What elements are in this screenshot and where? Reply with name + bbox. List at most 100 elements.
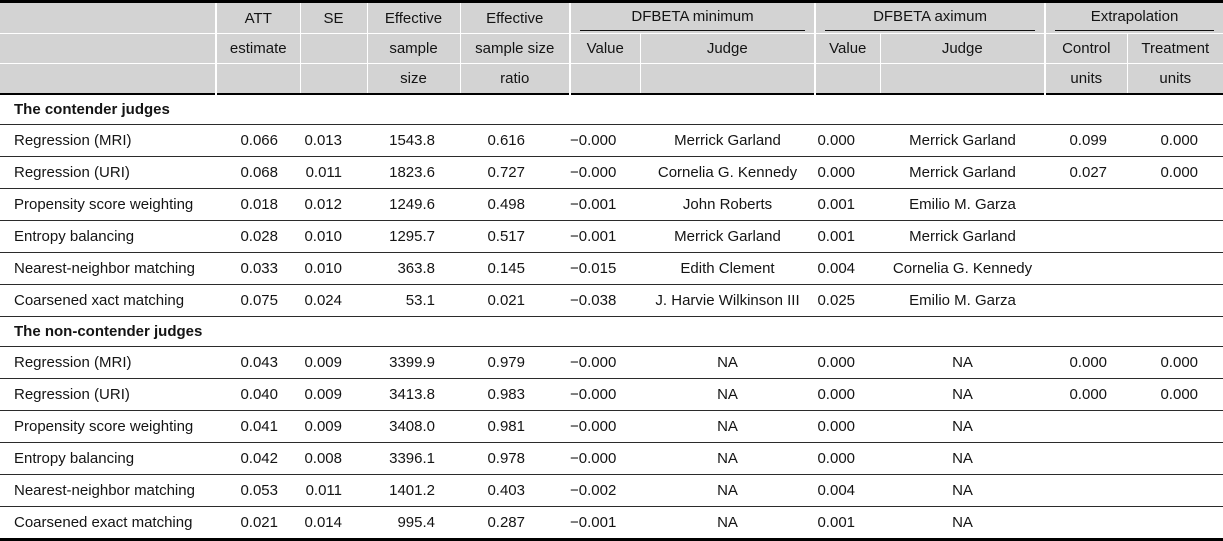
effective-sample-size-cell: 1823.6 — [367, 156, 460, 189]
se-cell: 0.014 — [300, 506, 367, 540]
ratio-header: ratio — [460, 63, 571, 95]
dfbeta-max-value-cell: 0.000 — [815, 346, 881, 379]
dfbeta-max-judge-header: Judge — [880, 33, 1046, 64]
effective-sample-size-ratio-cell: 0.978 — [460, 442, 570, 475]
dfbeta-max-value-cell: 0.000 — [815, 378, 881, 411]
se-cell: 0.009 — [300, 410, 367, 443]
row-label-cell: Nearest-neighbor matching — [0, 474, 216, 507]
extrapolation-treatment-cell — [1127, 220, 1223, 253]
se-cell: 0.011 — [300, 474, 367, 507]
corner-cell — [0, 1, 217, 34]
extrapolation-control-cell — [1045, 252, 1128, 285]
section-row: The contender judges — [0, 93, 1223, 125]
effective-sample-size-ratio-cell: 0.021 — [460, 284, 570, 317]
effective-sample-size-cell: 1295.7 — [367, 220, 460, 253]
dfbeta-min-judge-cell: NA — [640, 442, 816, 475]
table-row: Entropy balancing 0.042 0.008 3396.1 0.978 −0… — [0, 442, 1223, 475]
se-cell: 0.009 — [300, 378, 367, 411]
dfbeta-max-judge-cell: NA — [880, 442, 1046, 475]
dfbeta-min-judge-cell: NA — [640, 410, 816, 443]
sample-header: sample — [367, 33, 461, 64]
empty-header-cell — [569, 63, 641, 95]
att-estimate-cell: 0.041 — [216, 410, 300, 443]
effective-sample-size-cell: 3399.9 — [367, 346, 460, 379]
empty-header-cell — [215, 63, 301, 95]
dfbeta-max-judge-cell: NA — [880, 474, 1046, 507]
dfbeta-max-value-cell: 0.001 — [815, 506, 881, 540]
att-estimate-cell: 0.028 — [216, 220, 300, 253]
dfbeta-min-value-cell: −0.015 — [570, 252, 640, 285]
dfbeta-min-value-header: Value — [569, 33, 641, 64]
section-row: The non-contender judges — [0, 316, 1223, 347]
effective-sample-size-ratio-header: Effective — [460, 1, 571, 34]
extrapolation-control-cell — [1045, 506, 1128, 540]
dfbeta-min-value-cell: −0.000 — [570, 156, 640, 189]
table-body: The contender judges Regression (MRI) 0.06… — [0, 93, 1223, 540]
extrapolation-control-cell: 0.027 — [1045, 156, 1128, 189]
control-units-header: units — [1044, 63, 1128, 95]
extrapolation-treatment-cell — [1127, 474, 1223, 507]
table-row: Coarsened xact matching 0.075 0.024 53.1 0.0… — [0, 284, 1223, 317]
dfbeta-min-judge-cell: NA — [640, 506, 816, 540]
dfbeta-max-judge-cell: Merrick Garland — [880, 124, 1046, 157]
effective-sample-size-ratio-cell: 0.403 — [460, 474, 570, 507]
extrapolation-control-cell — [1045, 188, 1128, 221]
se-cell: 0.012 — [300, 188, 367, 221]
table-row: Regression (MRI) 0.066 0.013 1543.8 0.616 −0.… — [0, 124, 1223, 157]
att-estimate-cell: 0.053 — [216, 474, 300, 507]
effective-sample-size-cell: 363.8 — [367, 252, 460, 285]
dfbeta-min-judge-cell: NA — [640, 346, 816, 379]
sample-size-header: sample size — [460, 33, 571, 64]
effective-sample-size-cell: 3413.8 — [367, 378, 460, 411]
extrapolation-control-cell — [1045, 442, 1128, 475]
att-estimate-cell: 0.033 — [216, 252, 300, 285]
effective-sample-size-cell: 53.1 — [367, 284, 460, 317]
dfbeta-min-judge-cell: NA — [640, 474, 816, 507]
row-label-cell: Propensity score weighting — [0, 188, 216, 221]
dfbeta-max-judge-cell: Merrick Garland — [880, 220, 1046, 253]
dfbeta-min-value-cell: −0.000 — [570, 410, 640, 443]
extrapolation-treatment-cell — [1127, 284, 1223, 317]
table-row: Propensity score weighting 0.018 0.012 1249… — [0, 188, 1223, 221]
se-cell: 0.024 — [300, 284, 367, 317]
dfbeta-min-value-cell: −0.002 — [570, 474, 640, 507]
dfbeta-max-judge-cell: Cornelia G. Kennedy — [880, 252, 1046, 285]
effective-sample-size-cell: 3408.0 — [367, 410, 460, 443]
dfbeta-max-judge-cell: NA — [880, 506, 1046, 540]
dfbeta-max-value-cell: 0.000 — [815, 156, 881, 189]
extrapolation-treatment-cell: 0.000 — [1127, 378, 1223, 411]
dfbeta-min-value-cell: −0.000 — [570, 378, 640, 411]
row-label-cell: Entropy balancing — [0, 442, 216, 475]
att-estimate-cell: 0.043 — [216, 346, 300, 379]
dfbeta-max-value-cell: 0.004 — [815, 474, 881, 507]
effective-sample-size-ratio-cell: 0.287 — [460, 506, 570, 540]
dfbeta-min-value-cell: −0.038 — [570, 284, 640, 317]
row-label-cell: Regression (URI) — [0, 378, 216, 411]
effective-sample-size-header: Effective — [367, 1, 461, 34]
extrapolation-treatment-cell: 0.000 — [1127, 124, 1223, 157]
effective-sample-size-ratio-cell: 0.983 — [460, 378, 570, 411]
dfbeta-maximum-label: DFBETA aximum — [873, 8, 987, 25]
treatment-header: Treatment — [1127, 33, 1223, 64]
effective-sample-size-cell: 1249.6 — [367, 188, 460, 221]
effective-sample-size-ratio-cell: 0.981 — [460, 410, 570, 443]
se-header: SE — [300, 1, 368, 34]
extrapolation-control-cell — [1045, 284, 1128, 317]
table-row: Coarsened exact matching 0.021 0.014 995.4 0… — [0, 506, 1223, 540]
effective-sample-size-cell: 1543.8 — [367, 124, 460, 157]
table-header: ATT SE Effective Effective DFBETA minimu… — [0, 1, 1223, 95]
row-label-cell: Nearest-neighbor matching — [0, 252, 216, 285]
att-estimate-cell: 0.021 — [216, 506, 300, 540]
dfbeta-max-value-header: Value — [814, 33, 881, 64]
dfbeta-minimum-group-header: DFBETA minimum — [568, 1, 816, 34]
corner-cell — [0, 63, 217, 95]
effective-sample-size-ratio-cell: 0.727 — [460, 156, 570, 189]
table-row: Entropy balancing 0.028 0.010 1295.7 0.517 −0… — [0, 220, 1223, 253]
dfbeta-min-judge-cell: Merrick Garland — [640, 124, 816, 157]
extrapolation-control-cell — [1045, 220, 1128, 253]
table-row: Nearest-neighbor matching 0.033 0.010 363.8… — [0, 252, 1223, 285]
dfbeta-max-value-cell: 0.025 — [815, 284, 881, 317]
dfbeta-min-value-cell: −0.000 — [570, 346, 640, 379]
header-row-3: size ratio units units — [0, 63, 1223, 95]
